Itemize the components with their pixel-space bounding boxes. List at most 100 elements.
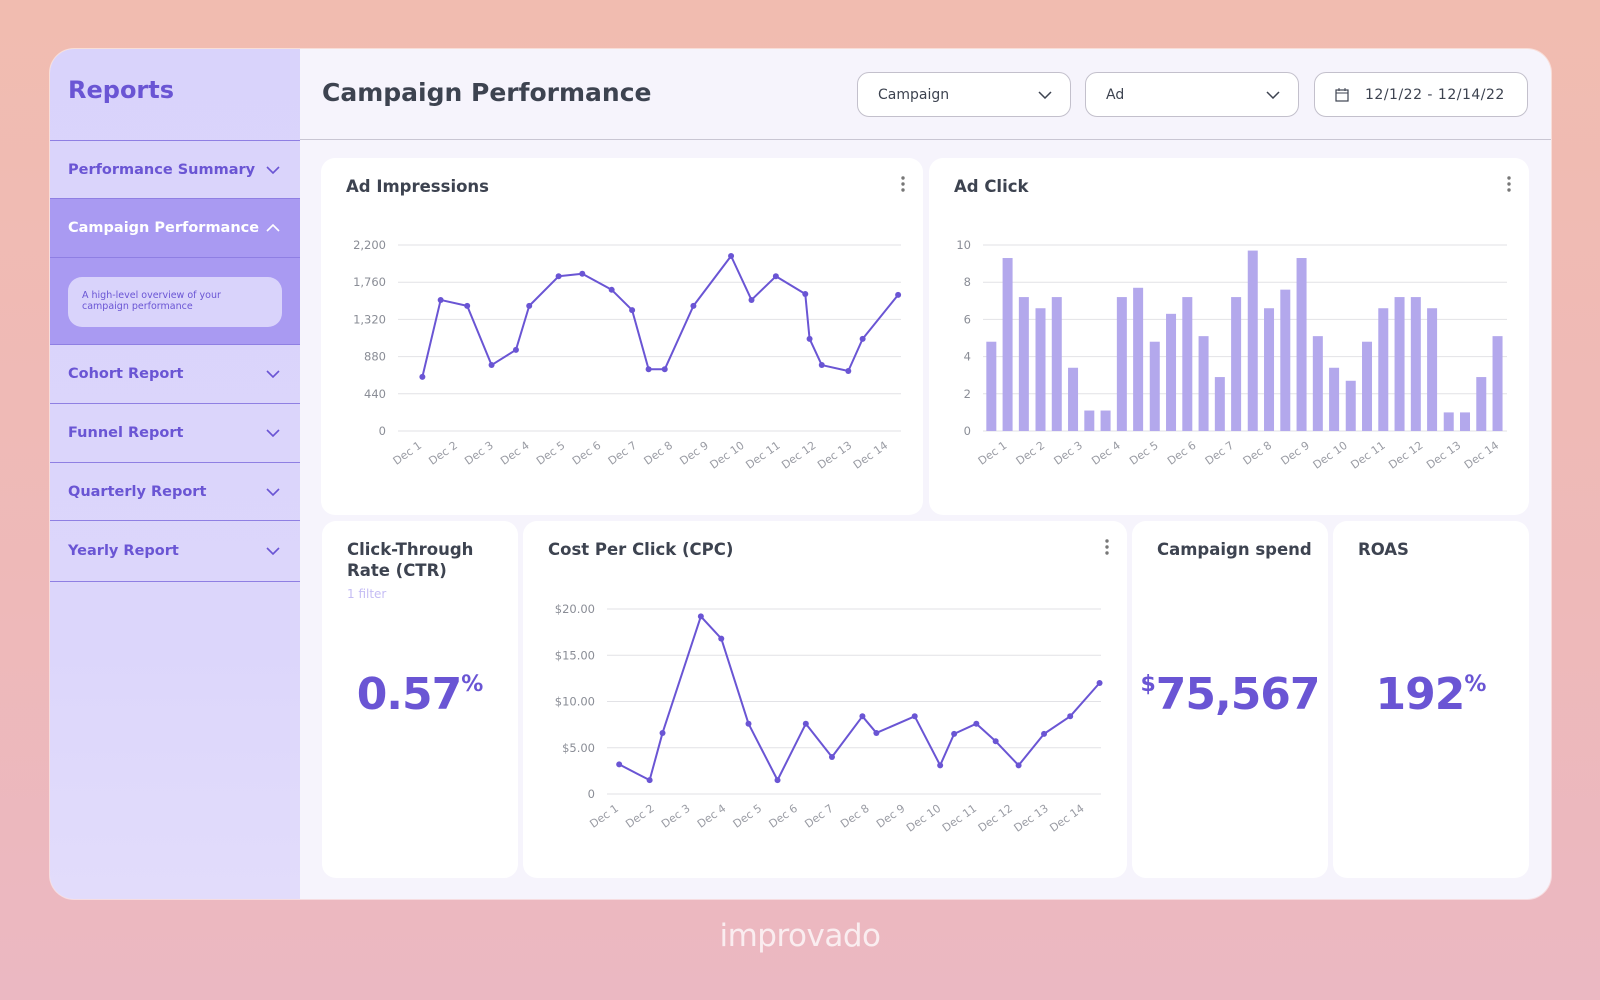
bar	[986, 341, 997, 431]
point	[859, 713, 866, 720]
kpi-number: 75,567	[1155, 669, 1321, 720]
bar	[1084, 410, 1095, 431]
menu-item[interactable]: Quarterly Report	[50, 463, 300, 521]
point	[488, 362, 495, 369]
kpi-value: 192%	[1333, 669, 1529, 720]
point	[828, 754, 835, 760]
chevron	[266, 547, 280, 555]
x-tick-label: Dec 9	[1278, 439, 1311, 468]
point	[437, 296, 444, 303]
point	[661, 366, 668, 373]
x-tick-label: Dec 14	[851, 439, 890, 472]
y-tick-label: 2	[964, 387, 971, 401]
point	[629, 307, 636, 314]
bar	[1133, 287, 1144, 431]
x-tick-label: Dec 10	[708, 439, 747, 472]
x-tick-label: Dec 10	[1311, 439, 1350, 472]
kpi-value: $75,567	[1132, 669, 1328, 720]
point	[616, 761, 623, 768]
x-tick-label: Dec 6	[767, 802, 800, 831]
point	[937, 762, 944, 769]
bar	[1410, 297, 1421, 431]
bar	[1100, 410, 1111, 431]
x-tick-label: Dec 8	[838, 802, 871, 831]
y-tick-label: 1,320	[353, 312, 386, 326]
logo: improvado	[719, 918, 881, 954]
filter-note: 1 filter	[347, 587, 387, 601]
y-tick-label: 8	[964, 275, 971, 289]
menu-item[interactable]: Funnel Report	[50, 404, 300, 463]
bar	[1182, 297, 1193, 431]
y-tick-label: 10	[956, 238, 971, 252]
kpi-number: 0.57	[356, 669, 463, 720]
point	[806, 335, 813, 342]
more-menu[interactable]	[1105, 539, 1109, 555]
menu-item[interactable]: Performance Summary	[50, 140, 300, 199]
y-tick-label: 880	[364, 350, 386, 364]
bar	[1296, 258, 1307, 431]
dropdown-label: Campaign	[878, 86, 950, 103]
point	[1015, 762, 1022, 769]
point	[818, 362, 825, 369]
point	[802, 291, 809, 298]
x-tick-label: Dec 4	[1089, 439, 1122, 468]
y-tick-label: 0	[379, 424, 386, 438]
menu-item[interactable]: Campaign Performance	[50, 199, 300, 258]
bar	[1329, 367, 1340, 431]
sidebar-title: Reports	[68, 76, 175, 104]
x-tick-label: Dec 6	[570, 439, 603, 468]
more-menu[interactable]	[1507, 176, 1511, 192]
point	[555, 273, 562, 280]
bar	[1018, 297, 1029, 431]
x-tick-label: Dec 7	[1203, 439, 1236, 468]
point	[645, 366, 652, 373]
chevron	[266, 224, 280, 232]
x-tick-label: Dec 2	[623, 802, 656, 831]
y-tick-label: 2,200	[353, 238, 386, 252]
bar	[1476, 377, 1487, 431]
date-range: 12/1/22 - 12/14/22	[1365, 86, 1505, 103]
more-menu[interactable]	[901, 176, 905, 192]
date-picker[interactable]: 12/1/22 - 12/14/22	[1314, 72, 1528, 117]
menu-description: A high-level overview of your campaign p…	[68, 277, 282, 327]
card-title: Click-Through Rate (CTR)	[347, 540, 474, 580]
bar	[1312, 336, 1323, 431]
chevron	[1038, 90, 1052, 99]
line	[421, 254, 899, 378]
point	[464, 302, 471, 309]
point	[608, 286, 615, 293]
menu-item[interactable]: Cohort Report	[50, 345, 300, 404]
dropdown[interactable]: Ad	[1085, 72, 1299, 117]
x-tick-label: Dec 11	[743, 439, 782, 472]
bar	[1427, 308, 1438, 431]
y-tick-label: 0	[588, 787, 595, 801]
kpi-card: ROAS 192%	[1333, 521, 1529, 878]
bar	[1394, 297, 1405, 431]
x-tick-label: Dec 13	[1424, 439, 1463, 472]
menu-item[interactable]: Yearly Report	[50, 521, 300, 582]
bar	[1492, 336, 1503, 431]
point	[911, 713, 918, 720]
x-tick-label: Dec 10	[904, 802, 943, 835]
point	[1096, 680, 1103, 686]
kpi-suffix: %	[461, 672, 484, 697]
x-tick-label: Dec 6	[1165, 439, 1198, 468]
x-tick-label: Dec 7	[802, 802, 835, 831]
y-tick-label: 1,760	[353, 275, 386, 289]
point	[646, 777, 653, 784]
point	[419, 373, 426, 380]
bar	[1231, 297, 1242, 431]
point	[845, 367, 852, 374]
kpi-value: 0.57%	[322, 669, 518, 720]
bar	[1166, 313, 1177, 431]
y-tick-label: $5.00	[562, 741, 595, 755]
menu-label: Yearly Report	[68, 543, 179, 559]
point	[973, 720, 980, 727]
kpi-number: 192	[1375, 669, 1466, 720]
point	[873, 729, 880, 736]
bar	[1378, 308, 1389, 431]
point	[992, 738, 999, 745]
dropdown[interactable]: Campaign	[857, 72, 1071, 117]
